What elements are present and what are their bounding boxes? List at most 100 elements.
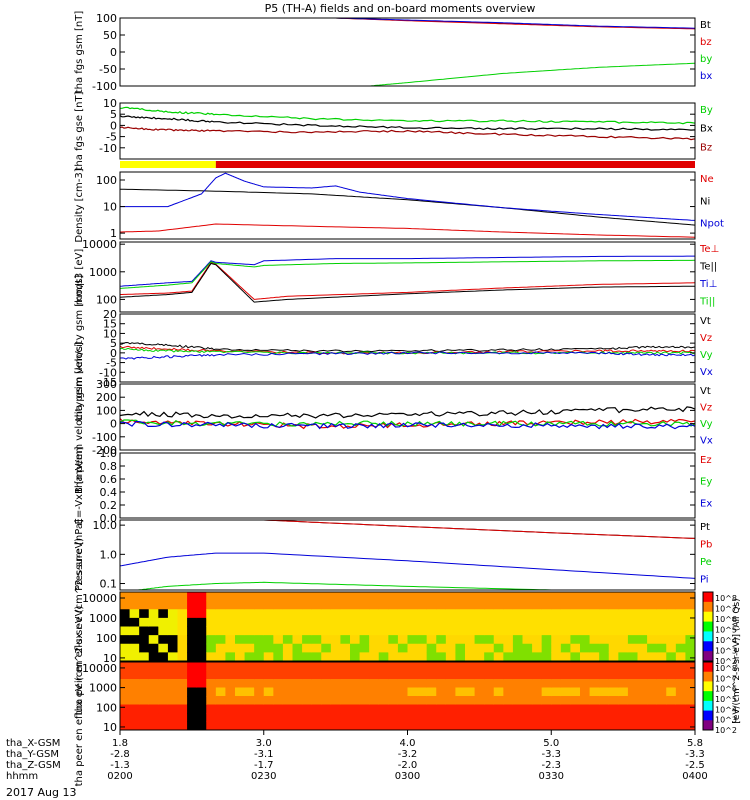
- heatmap-cell: [627, 687, 638, 697]
- heatmap-cell: [407, 617, 418, 627]
- heatmap-cell: [532, 713, 543, 722]
- heatmap-cell: [627, 592, 638, 602]
- heatmap-cell: [244, 679, 255, 688]
- heatmap-cell: [426, 600, 437, 610]
- heatmap-cell: [522, 626, 533, 636]
- heatmap-cell: [599, 704, 610, 714]
- heatmap-cell: [321, 626, 332, 636]
- heatmap-cell: [330, 687, 341, 697]
- heatmap-cell: [627, 696, 638, 705]
- heatmap-cell: [656, 592, 667, 602]
- heatmap-cell: [177, 679, 188, 688]
- heatmap-cell: [254, 592, 265, 602]
- heatmap-cell: [148, 687, 159, 697]
- heatmap-cell: [350, 617, 361, 627]
- heatmap-cell: [455, 643, 466, 653]
- heatmap-cell: [436, 670, 447, 680]
- heatmap-cell: [560, 652, 571, 662]
- heatmap-cell: [589, 696, 600, 705]
- heatmap-cell: [225, 652, 236, 662]
- heatmap-cell: [685, 696, 696, 705]
- heatmap-cell: [388, 609, 399, 619]
- status-bar-segment: [120, 161, 216, 168]
- heatmap-cell: [560, 721, 571, 731]
- heatmap-cell: [244, 635, 255, 645]
- legend-entry: Vt: [700, 316, 711, 327]
- heatmap-cell: [321, 617, 332, 627]
- heatmap-cell: [330, 679, 341, 688]
- colorbar-tick-label: 10^7: [715, 674, 737, 683]
- heatmap-cell: [589, 662, 600, 671]
- heatmap-cell: [685, 635, 696, 645]
- panel-frame: [119, 383, 696, 451]
- heatmap-cell: [599, 643, 610, 653]
- series-line-Vt: [119, 406, 696, 419]
- heatmap-cell: [532, 626, 543, 636]
- series-line-bx: [335, 17, 696, 29]
- heatmap-cell: [512, 609, 523, 619]
- heatmap-cell: [426, 687, 437, 697]
- heatmap-cell: [608, 721, 619, 731]
- heatmap-cell: [129, 662, 140, 671]
- heatmap-cell: [273, 652, 284, 662]
- heatmap-cell: [455, 592, 466, 602]
- heatmap-cell: [666, 609, 677, 619]
- heatmap-cell: [129, 617, 140, 627]
- heatmap-cell: [656, 626, 667, 636]
- heatmap-cell: [187, 617, 198, 627]
- heatmap-cell: [618, 670, 629, 680]
- heatmap-cell: [158, 704, 169, 714]
- heatmap-cell: [311, 696, 322, 705]
- heatmap-cell: [484, 635, 495, 645]
- heatmap-cell: [340, 662, 351, 671]
- axis-row-value: -2.3: [541, 760, 561, 771]
- heatmap-cell: [407, 687, 418, 697]
- heatmap-cell: [388, 635, 399, 645]
- colorbar-frame: [702, 591, 714, 662]
- heatmap-cell: [608, 696, 619, 705]
- heatmap-cell: [254, 679, 265, 688]
- heatmap-cell: [541, 679, 552, 688]
- heatmap-cell: [503, 696, 514, 705]
- heatmap-cell: [378, 713, 389, 722]
- heatmap-cell: [407, 626, 418, 636]
- heatmap-cell: [129, 721, 140, 731]
- heatmap-cell: [187, 609, 198, 619]
- heatmap-cell: [292, 662, 303, 671]
- y-tick-label: 1.0: [100, 447, 118, 460]
- heatmap-cell: [465, 626, 476, 636]
- panel-10: 10000 1000 100 10 tha peir en eflux eV (cm^2…: [74, 538, 742, 724]
- heatmap-cell: [455, 679, 466, 688]
- heatmap-cell: [129, 643, 140, 653]
- y-tick-label: 100: [96, 12, 117, 25]
- heatmap-cell: [350, 696, 361, 705]
- heatmap-cell: [397, 609, 408, 619]
- heatmap-cell: [158, 713, 169, 722]
- heatmap-cell: [235, 626, 246, 636]
- heatmap-cell: [474, 626, 485, 636]
- heatmap-cell: [311, 609, 322, 619]
- heatmap-cell: [321, 679, 332, 688]
- heatmap-cell: [302, 643, 313, 653]
- heatmap-cell: [263, 617, 274, 627]
- heatmap-cell: [330, 652, 341, 662]
- heatmap-cell: [618, 721, 629, 731]
- heatmap-cell: [225, 609, 236, 619]
- heatmap-cell: [436, 626, 447, 636]
- heatmap-cell: [167, 635, 178, 645]
- axis-row-value: 0230: [251, 771, 276, 782]
- heatmap-cell: [608, 600, 619, 610]
- heatmap-cell: [589, 617, 600, 627]
- heatmap-cell: [484, 696, 495, 705]
- heatmap-cell: [187, 721, 198, 731]
- heatmap-cell: [167, 643, 178, 653]
- heatmap-cell: [263, 652, 274, 662]
- axis-row-value: -3.1: [254, 749, 274, 760]
- heatmap-cell: [158, 643, 169, 653]
- heatmap-cell: [407, 696, 418, 705]
- panel-frame: [119, 102, 696, 160]
- heatmap-cell: [647, 721, 658, 731]
- heatmap-cell: [321, 609, 332, 619]
- heatmap-cell: [637, 687, 648, 697]
